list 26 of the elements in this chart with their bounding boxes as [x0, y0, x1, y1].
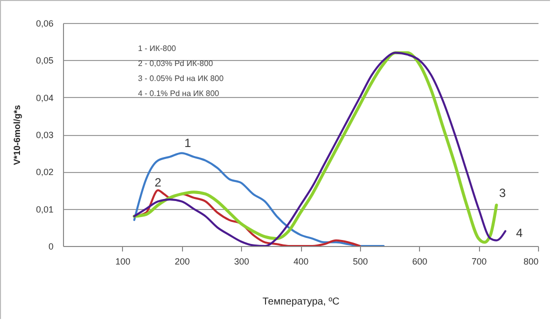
y-tick-label: 0,03	[36, 130, 54, 140]
series-label: 1	[184, 136, 192, 150]
y-tick-label: 0,04	[36, 92, 54, 103]
x-axis-title: Температура, ºC	[262, 296, 340, 308]
x-tick-label: 500	[352, 256, 368, 266]
annotation: 1 - ИК-800	[138, 44, 177, 53]
line-series	[133, 152, 385, 246]
y-tick-label: 0,05	[36, 56, 54, 66]
x-tick-label: 400	[293, 256, 309, 266]
series-label: 3	[499, 186, 506, 200]
annotation: 3 - 0.05% Pd на ИК 800	[138, 74, 224, 83]
annotation: 2 - 0,03% Pd ИК-800	[138, 59, 214, 68]
y-tick-label: 0,01	[36, 204, 54, 214]
y-tick-label: 0,06	[36, 18, 54, 28]
x-tick-label: 300	[234, 256, 250, 266]
series-label: 4	[516, 226, 523, 240]
x-tick-label: 700	[472, 256, 487, 266]
series-label: 2	[154, 175, 162, 190]
x-tick-label: 600	[412, 256, 428, 266]
x-tick-label: 200	[174, 256, 190, 266]
x-tick-label: 800	[523, 256, 538, 266]
annotation: 4 - 0.1% Pd на ИК 800	[138, 89, 220, 98]
y-axis-title: V*10-6mol/g*s	[12, 104, 22, 166]
y-tick-label: 0,02	[36, 167, 54, 178]
x-tick-label: 100	[115, 256, 130, 266]
y-tick-label: 0	[48, 242, 54, 252]
